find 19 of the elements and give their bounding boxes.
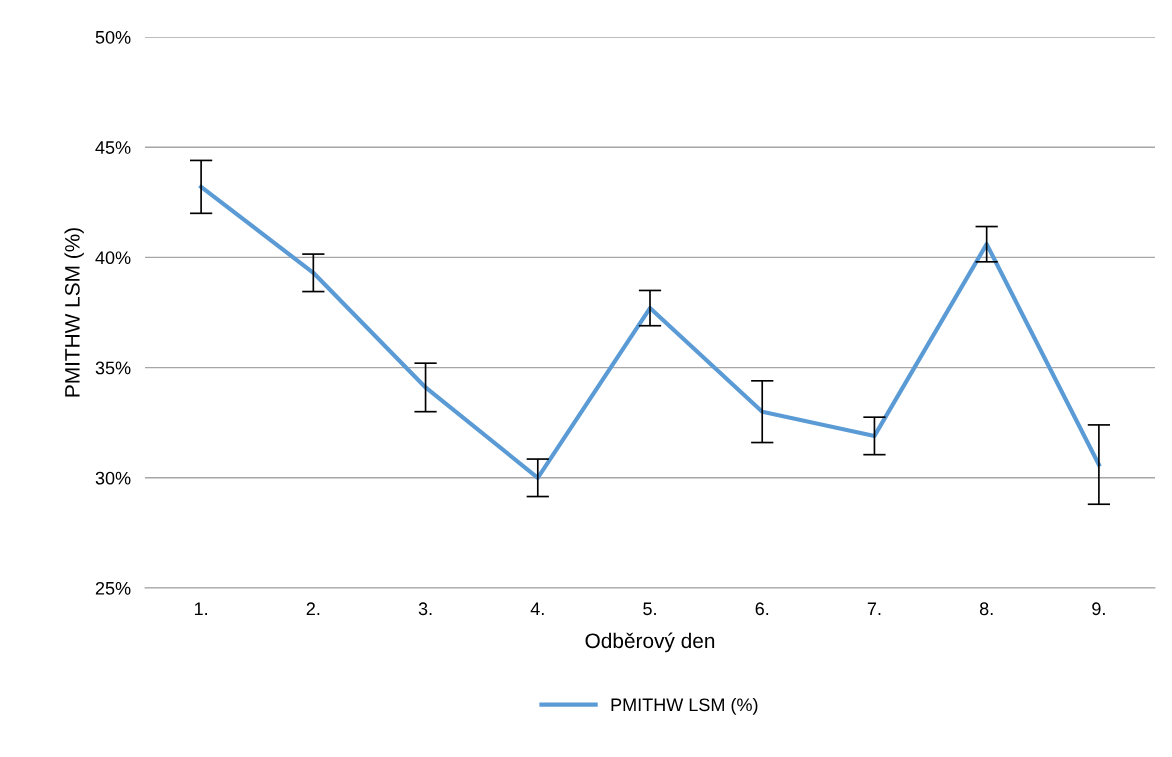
line-series bbox=[199, 184, 1101, 480]
y-tick-label: 30% bbox=[95, 471, 131, 485]
y-tick-label: 25% bbox=[95, 581, 131, 595]
y-axis-title: PMITHW LSM (%) bbox=[64, 228, 84, 397]
x-tick-label: 4. bbox=[530, 602, 544, 615]
x-tick-label: 2. bbox=[306, 602, 320, 615]
x-tick-label: 9. bbox=[1092, 602, 1105, 616]
x-axis-title: Odběrový den bbox=[585, 632, 715, 653]
y-tick-label: 40% bbox=[95, 251, 131, 265]
y-tick-label: 35% bbox=[95, 361, 131, 375]
x-tick-label: 1. bbox=[194, 602, 207, 615]
x-tick-label: 7. bbox=[867, 602, 881, 615]
x-tick-label: 5. bbox=[643, 602, 656, 616]
x-tick-label: 8. bbox=[979, 602, 993, 616]
legend-label: PMITHW LSM (%) bbox=[611, 697, 758, 715]
y-tick-label: 45% bbox=[95, 141, 131, 154]
x-tick-label: 3. bbox=[418, 602, 432, 616]
y-tick-label: 50% bbox=[95, 30, 131, 44]
x-tick-label: 6. bbox=[755, 602, 769, 616]
